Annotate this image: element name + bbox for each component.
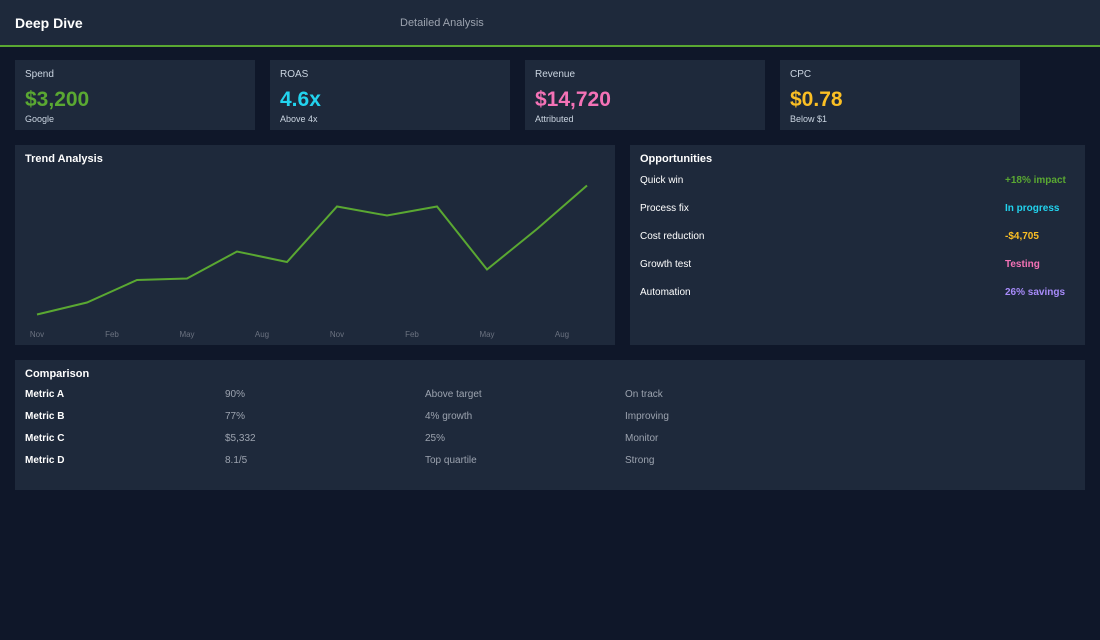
kpi-card: CPC $0.78 Below $1 [780,60,1020,130]
opportunity-status: -$4,705 [1005,231,1039,242]
kpi-value: $3,200 [25,88,90,111]
x-tick-label: Aug [555,330,569,339]
header: Deep Dive Detailed Analysis [0,0,1100,47]
kpi-note: Below $1 [790,114,828,124]
x-tick-label: Feb [105,330,119,339]
header-subtitle: Detailed Analysis [400,17,484,29]
x-tick-label: May [479,330,494,339]
opportunity-status: Testing [1005,259,1040,270]
chart-title: Trend Analysis [25,153,103,165]
header-title: Deep Dive [15,15,83,31]
x-tick-label: Feb [405,330,419,339]
kpi-label: Revenue [535,69,576,80]
comparison-cell: 90% [225,389,246,400]
opportunity-status: 26% savings [1005,287,1066,298]
x-tick-label: Aug [255,330,269,339]
kpi-label: CPC [790,69,812,80]
comparison-cell: Monitor [625,433,659,444]
kpi-value: $0.78 [790,88,843,111]
comparison-cell: Metric D [25,455,65,466]
comparison-cell: Above target [425,389,482,400]
trend-panel: Trend Analysis Nov Feb May Aug Nov Feb May Aug [15,145,615,345]
panel-title: Comparison [25,368,90,380]
kpi-note: Above 4x [280,114,318,124]
comparison-cell: 8.1/5 [225,455,248,466]
kpi-label: ROAS [280,69,309,80]
kpi-card: Revenue $14,720 Attributed [525,60,765,130]
kpi-note: Google [25,114,55,124]
comparison-cell: 4% growth [425,411,473,422]
comparison-cell: Metric C [25,433,65,444]
comparison-cell: $5,332 [225,433,256,444]
opportunity-label: Cost reduction [640,231,705,242]
comparison-cell: 25% [425,433,446,444]
kpi-label: Spend [25,69,54,80]
x-tick-label: Nov [330,330,344,339]
opportunity-status: +18% impact [1005,175,1066,186]
opportunity-label: Growth test [640,259,692,270]
kpi-card: Spend $3,200 Google [15,60,255,130]
x-tick-label: Nov [30,330,44,339]
comparison-cell: 77% [225,411,246,422]
x-tick-label: May [179,330,194,339]
kpi-note: Attributed [535,114,574,124]
opportunity-label: Process fix [640,203,689,214]
opportunity-status: In progress [1005,203,1060,214]
kpi-value: $14,720 [535,88,611,111]
comparison-cell: Metric B [25,411,65,422]
line [36,184,588,316]
kpi-value: 4.6x [280,88,321,111]
comparison-cell: Top quartile [425,455,477,466]
opportunity-label: Automation [640,287,691,298]
comparison-cell: Strong [625,455,655,466]
comparison-cell: Improving [625,411,669,422]
kpi-card: ROAS 4.6x Above 4x [270,60,510,130]
opportunity-label: Quick win [640,175,684,186]
comparison-cell: On track [625,389,663,400]
comparison-panel: Comparison Metric A 90% Above target On tra… [15,360,1085,490]
panel-title: Opportunities [640,153,713,165]
comparison-cell: Metric A [25,389,65,400]
opportunities-panel: Opportunities Quick win +18% impact Proces… [630,145,1085,345]
chart: Nov Feb May Aug Nov Feb May Aug [30,184,588,339]
